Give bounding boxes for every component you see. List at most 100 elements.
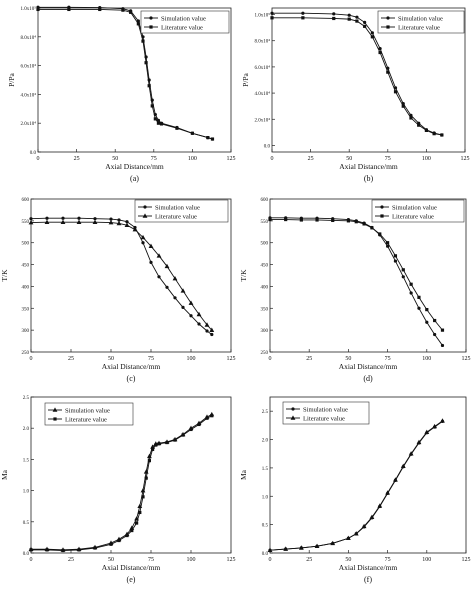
legend-marker [290, 415, 296, 420]
data-point [204, 322, 210, 327]
data-point [156, 253, 162, 258]
y-tick-label: 450 [22, 264, 30, 269]
series-line [269, 420, 443, 551]
plot-frame [37, 7, 232, 153]
data-point [141, 241, 145, 245]
data-point [298, 545, 304, 550]
data-point [150, 104, 154, 108]
legend-label: Simulation value [392, 204, 437, 211]
data-point [283, 546, 289, 551]
legend: Simulation value Literature value [44, 402, 134, 426]
series-line [30, 217, 213, 335]
x-tick-label: 75 [148, 356, 154, 362]
y-tick-label: 2.0 [23, 427, 30, 432]
data-point [132, 227, 138, 232]
series-line [272, 17, 442, 136]
data-point [362, 222, 366, 226]
data-point [417, 295, 421, 299]
y-tick-label: 1.0 [23, 490, 30, 495]
legend-marker [149, 25, 153, 29]
y-tick-label: 2.0 [262, 439, 269, 444]
data-point [135, 521, 139, 525]
legend-label: Literature value [155, 213, 197, 220]
data-point [45, 548, 49, 552]
data-point [347, 13, 351, 17]
data-point [393, 259, 398, 263]
y-tick-label: 550 [261, 220, 269, 225]
chart-panel-2: 0 25 50 75 100 125 0.0 2.0x10⁴ 4.0x10⁴ 6.0x10⁴ 8.0… [241, 7, 470, 183]
data-point [164, 263, 170, 269]
data-point [153, 117, 157, 121]
x-tick-label: 75 [148, 557, 154, 563]
x-tick-label: 125 [227, 356, 236, 362]
y-tick-label: 6.0x10⁴ [21, 64, 37, 70]
data-point [370, 226, 374, 230]
data-point [197, 322, 201, 326]
data-point [386, 70, 390, 74]
data-point [156, 121, 161, 125]
x-axis-label: Axial Distance/mm [102, 563, 161, 572]
data-point [61, 548, 65, 553]
data-point [369, 514, 375, 520]
data-point [332, 16, 336, 21]
data-point [154, 443, 158, 447]
data-point [149, 260, 153, 264]
data-point [268, 217, 272, 222]
data-point [109, 542, 113, 546]
data-point [432, 132, 436, 136]
data-point [354, 220, 358, 224]
data-point [141, 39, 145, 43]
x-tick-label: 0 [37, 156, 40, 162]
x-tick-label: 25 [306, 557, 312, 563]
data-point [147, 459, 151, 463]
y-tick-label: 250 [261, 351, 269, 356]
legend-marker [380, 205, 384, 209]
data-point [378, 46, 382, 51]
legend: Simulation value Literature value [134, 199, 229, 223]
data-point [44, 219, 50, 224]
legend-box [140, 10, 230, 34]
legend-label: Literature value [65, 416, 107, 423]
data-point [370, 31, 374, 35]
data-point [370, 35, 374, 39]
y-tick-label: 600 [22, 198, 30, 203]
x-tick-label: 100 [422, 156, 431, 162]
data-point [189, 427, 193, 432]
x-tick-label: 125 [461, 156, 470, 162]
x-axis-label: Axial Distance/mm [102, 362, 161, 371]
chart-panel-4: 0 25 50 75 100 125 250 300 350 400 450 500 550 600 Axi… [239, 198, 471, 383]
y-tick-label: 0.0 [30, 151, 37, 156]
legend: Simulation value Literature value [377, 10, 465, 34]
data-point [361, 523, 367, 529]
data-point [197, 422, 201, 427]
legend-label: Literature value [392, 213, 434, 220]
data-point [98, 7, 102, 12]
data-point [205, 329, 209, 333]
y-tick-label: 300 [261, 329, 269, 334]
series-2 [28, 219, 215, 332]
data-point [270, 16, 274, 20]
legend-label: Simulation value [155, 204, 200, 211]
y-tick-label: 8.0x10⁴ [255, 39, 271, 45]
y-tick-label: 2.5 [23, 396, 30, 401]
y-axis-label: P/Pa [241, 72, 250, 86]
x-tick-label: 75 [385, 557, 391, 563]
y-axis-label: P/Pa [7, 72, 16, 86]
data-point [393, 477, 398, 482]
legend-box [134, 199, 229, 223]
data-point [189, 314, 193, 318]
data-point [314, 543, 320, 548]
data-point [378, 232, 382, 236]
legend-marker [386, 16, 390, 20]
data-point [363, 20, 367, 24]
data-point [210, 414, 214, 418]
x-tick-label: 125 [462, 557, 471, 563]
y-tick-label: 2.5 [262, 410, 269, 415]
y-tick-label: 0.5 [262, 524, 269, 529]
x-tick-label: 50 [108, 557, 114, 563]
data-point [121, 8, 125, 12]
y-axis-label: Ma [239, 469, 248, 480]
data-point [210, 137, 215, 141]
x-tick-label: 25 [68, 356, 74, 362]
data-point [181, 433, 185, 437]
